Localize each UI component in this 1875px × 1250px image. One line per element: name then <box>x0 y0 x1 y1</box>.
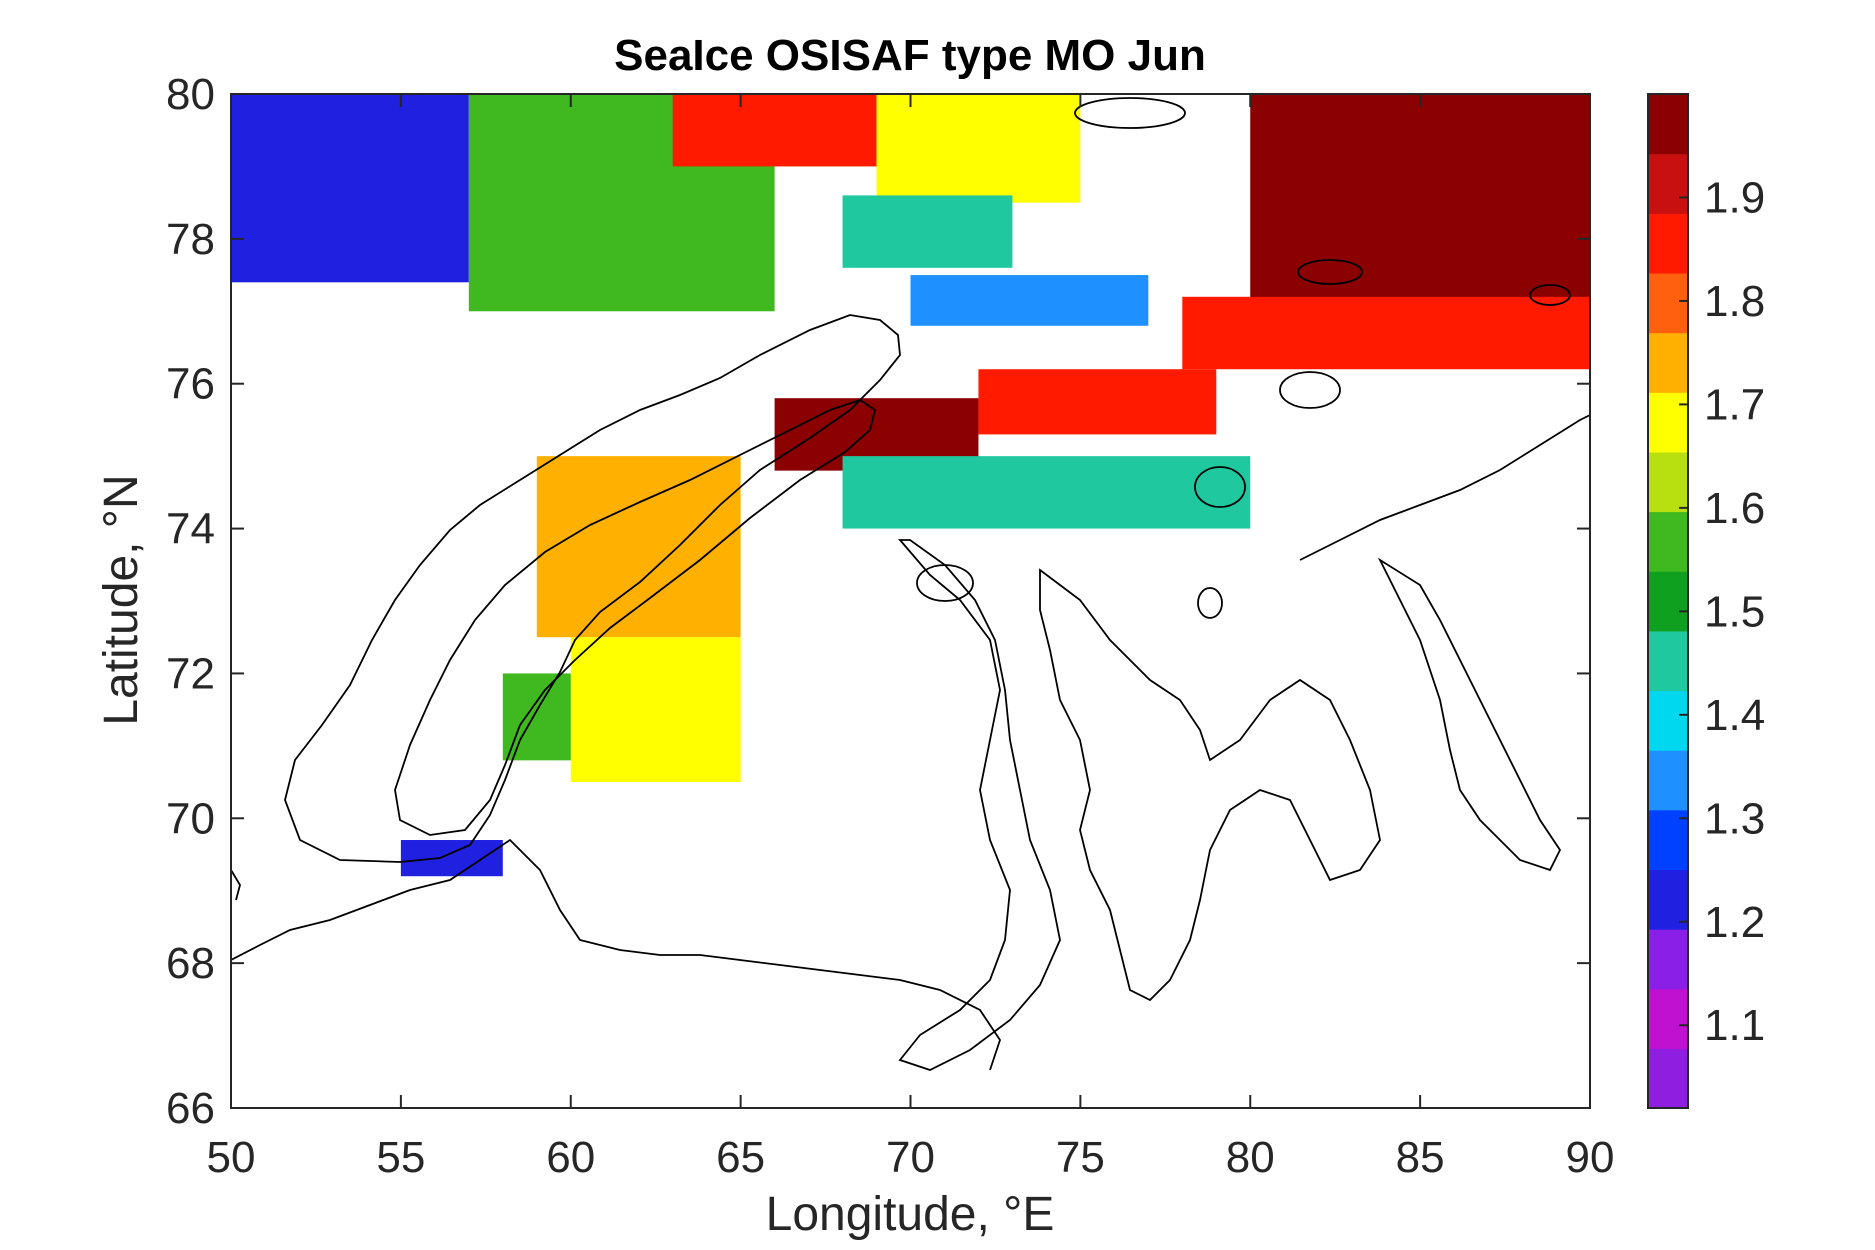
y-tick-label: 68 <box>166 939 215 988</box>
colorbar-tick-label: 1.2 <box>1704 898 1765 947</box>
colorbar-tick-label: 1.7 <box>1704 380 1765 429</box>
heat-region-14 <box>400 840 503 877</box>
y-tick-label: 74 <box>166 505 215 554</box>
x-tick-label: 90 <box>1566 1133 1615 1182</box>
colorbar-band <box>1648 988 1688 1049</box>
y-tick-label: 76 <box>166 360 215 409</box>
novaya-zemlya-inner <box>394 399 877 836</box>
colorbar-band <box>1648 571 1688 632</box>
heat-region-4 <box>842 195 1013 268</box>
island-east-1 <box>1279 371 1341 409</box>
y-axis: 66 68 70 72 74 76 78 80 <box>166 70 1590 1133</box>
gydan-peninsula <box>1039 568 1381 1002</box>
heat-region-0 <box>231 94 469 283</box>
heat-region-8 <box>536 456 741 638</box>
heatmap-field <box>231 94 1590 877</box>
heat-region-3 <box>876 94 1081 203</box>
island-north-2 <box>1297 259 1363 285</box>
y-tick-label: 66 <box>166 1084 215 1133</box>
x-tick-label: 80 <box>1226 1133 1275 1182</box>
heat-region-12 <box>978 369 1217 435</box>
colorbar-band <box>1648 809 1688 871</box>
x-tick-label: 70 <box>886 1133 935 1182</box>
colorbar-tick-label: 1.9 <box>1704 173 1765 222</box>
x-tick-label: 75 <box>1056 1133 1105 1182</box>
colorbar-band <box>1648 511 1688 572</box>
y-tick-label: 70 <box>166 794 215 843</box>
heat-region-10 <box>570 637 741 783</box>
heat-region-6 <box>1250 94 1590 312</box>
colorbar-tick-label: 1.8 <box>1704 277 1765 326</box>
y-tick-label: 78 <box>166 215 215 264</box>
chart-title: SeaIce OSISAF type MO Jun <box>614 31 1206 80</box>
colorbar-band <box>1648 213 1688 274</box>
colorbar-tick-label: 1.5 <box>1704 587 1765 636</box>
heat-region-5 <box>910 275 1149 326</box>
island-east-2 <box>1529 284 1571 306</box>
colorbar-band <box>1648 272 1688 334</box>
colorbar-band <box>1648 1048 1688 1109</box>
y-tick-label: 80 <box>166 70 215 119</box>
island-east-3 <box>1194 466 1246 508</box>
colorbar-band <box>1648 451 1688 513</box>
mainland-southwest-coast <box>231 838 1001 1071</box>
colorbar: 1.1 1.2 1.3 1.4 1.5 1.6 1.7 1.8 1.9 <box>1647 93 1765 1109</box>
x-tick-label: 55 <box>376 1133 425 1182</box>
x-tick-label: 65 <box>716 1133 765 1182</box>
plot-area <box>231 94 1590 1071</box>
pechora-coast <box>231 869 241 901</box>
y-axis-label: Latitude, °N <box>95 474 148 725</box>
island-mid-1 <box>916 564 974 602</box>
island-mid-2 <box>1197 587 1223 619</box>
colorbar-band <box>1648 94 1688 155</box>
novaya-zemlya-outline <box>284 314 901 863</box>
y-tick-label: 72 <box>166 649 215 698</box>
colorbar-band <box>1648 869 1688 930</box>
colorbar-band <box>1648 750 1688 811</box>
colorbar-band <box>1648 630 1688 692</box>
colorbar-frame <box>1647 93 1689 1109</box>
colorbar-tick-label: 1.3 <box>1704 794 1765 843</box>
colorbar-tick-label: 1.1 <box>1704 1001 1765 1050</box>
coastline <box>231 97 1590 1071</box>
x-tick-label: 50 <box>207 1133 256 1182</box>
colorbar-band <box>1648 690 1688 751</box>
taymyr-coast <box>1299 414 1590 872</box>
colorbar-band <box>1648 332 1688 393</box>
x-axis-label: Longitude, °E <box>766 1188 1055 1241</box>
x-tick-label: 85 <box>1396 1133 1445 1182</box>
heat-region-13 <box>842 456 1251 529</box>
island-north-1 <box>1074 97 1186 129</box>
colorbar-band <box>1648 929 1688 990</box>
yamal-peninsula <box>898 539 1061 1071</box>
colorbar-tick-label: 1.4 <box>1704 691 1765 740</box>
x-axis: 50 55 60 65 70 75 80 85 90 <box>207 94 1615 1182</box>
colorbar-band <box>1648 392 1688 453</box>
x-tick-label: 60 <box>546 1133 595 1182</box>
colorbar-tick-label: 1.6 <box>1704 484 1765 533</box>
heat-region-7 <box>1182 296 1590 370</box>
colorbar-band <box>1648 153 1688 214</box>
heat-region-2 <box>672 94 877 167</box>
